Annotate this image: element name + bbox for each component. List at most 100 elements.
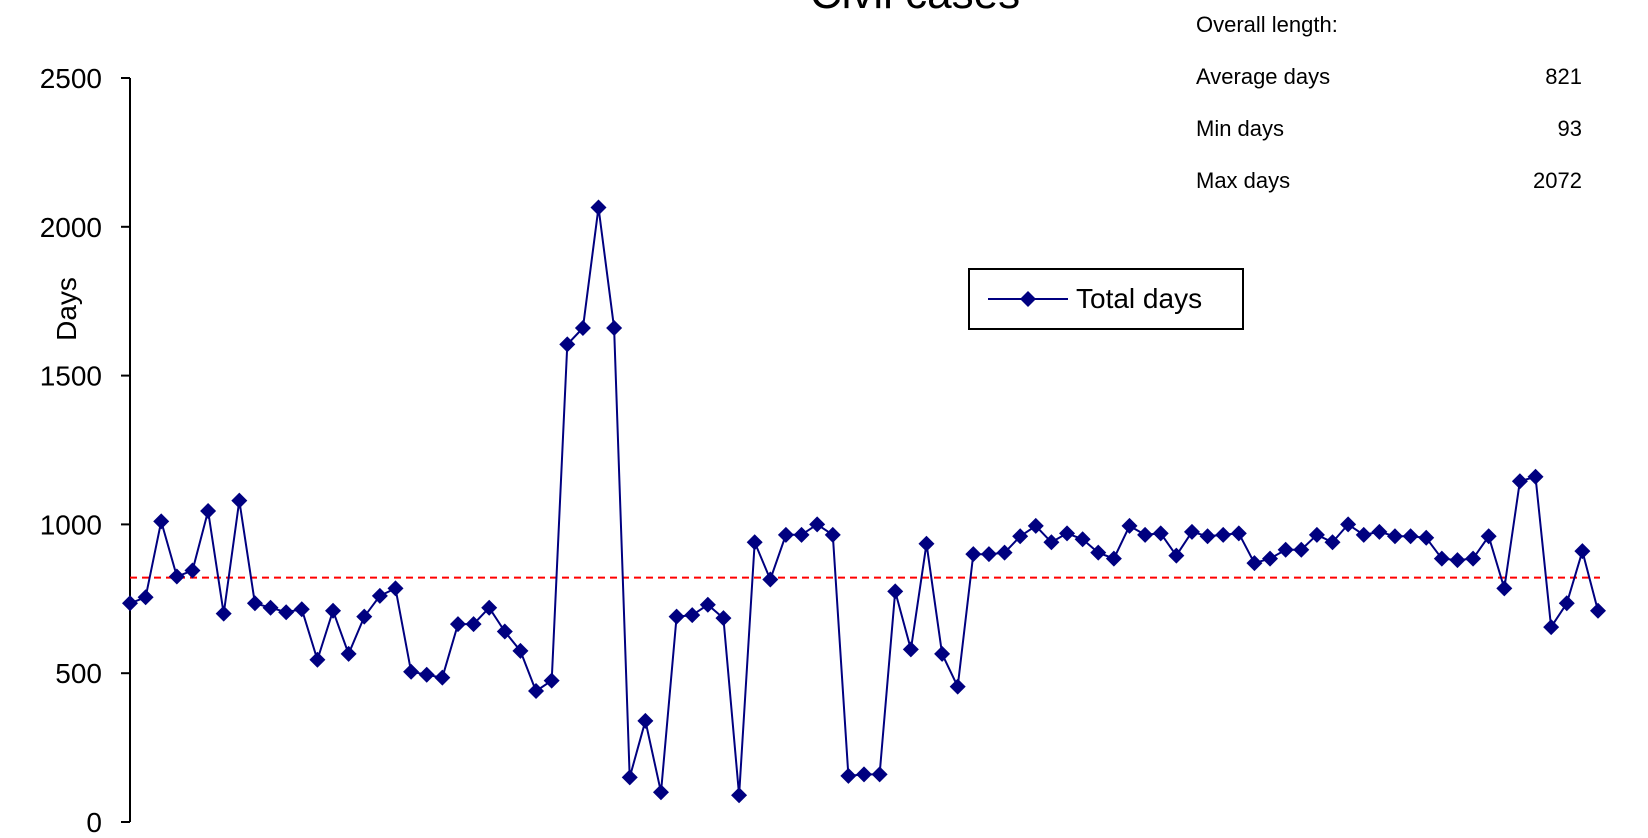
data-point-1: [137, 589, 154, 606]
legend: Total days: [968, 268, 1244, 330]
chart-title: Civil cases: [810, 0, 1020, 18]
data-point-75: [1293, 541, 1310, 558]
data-point-42: [777, 526, 794, 543]
data-point-47: [856, 766, 872, 783]
data-point-25: [512, 642, 529, 659]
data-point-5: [200, 503, 217, 520]
series-layer: [122, 199, 1606, 804]
data-point-84: [1433, 550, 1450, 567]
data-point-65: [1137, 526, 1154, 543]
data-point-69: [1199, 528, 1216, 545]
data-point-57: [1012, 528, 1029, 545]
data-point-3: [168, 568, 185, 585]
data-point-58: [1027, 517, 1044, 534]
data-point-64: [1121, 517, 1138, 534]
data-point-18: [403, 663, 420, 680]
y-tick-label-500: 500: [55, 658, 102, 689]
data-point-39: [731, 787, 748, 804]
data-point-61: [1074, 531, 1091, 548]
data-point-17: [387, 580, 404, 597]
y-axis: 0 500 1000 1500 2000 2500: [40, 63, 131, 838]
data-point-35: [668, 608, 685, 625]
data-point-45: [824, 526, 841, 543]
data-point-70: [1215, 526, 1232, 543]
data-point-77: [1324, 534, 1341, 551]
data-point-50: [902, 641, 919, 658]
data-point-40: [746, 534, 763, 551]
data-point-56: [996, 544, 1013, 561]
data-point-88: [1496, 580, 1513, 597]
data-point-52: [934, 645, 951, 662]
data-point-89: [1511, 473, 1528, 490]
y-tick-label-0: 0: [86, 807, 102, 838]
data-point-37: [699, 596, 716, 613]
data-point-48: [871, 766, 888, 783]
stats-label-average: Average days: [1196, 64, 1331, 89]
data-point-63: [1105, 550, 1122, 567]
data-point-82: [1402, 528, 1419, 545]
data-point-12: [309, 651, 326, 668]
y-tick-label-2500: 2500: [40, 63, 102, 94]
data-point-23: [481, 599, 498, 616]
data-point-32: [621, 769, 638, 786]
data-point-24: [496, 623, 513, 640]
y-tick-label-2000: 2000: [40, 212, 102, 243]
data-point-80: [1371, 523, 1388, 540]
data-point-94: [1590, 602, 1606, 619]
data-point-9: [262, 599, 279, 616]
data-point-54: [965, 546, 982, 563]
data-point-33: [637, 712, 654, 729]
data-point-13: [325, 602, 342, 619]
data-point-21: [449, 616, 466, 633]
stats-row-max: Max days 2072: [1196, 166, 1582, 196]
stats-value-min: 93: [1557, 116, 1582, 141]
stats-value-average: 821: [1545, 64, 1582, 89]
data-point-78: [1340, 516, 1357, 533]
data-point-43: [793, 526, 810, 543]
data-point-16: [371, 587, 388, 604]
data-point-15: [356, 608, 373, 625]
data-point-46: [840, 767, 857, 784]
data-point-62: [1090, 544, 1107, 561]
data-point-79: [1355, 526, 1372, 543]
data-point-44: [809, 516, 826, 533]
y-axis-label: Days: [51, 277, 82, 341]
data-point-36: [684, 607, 701, 624]
stats-row-average: Average days 821: [1196, 62, 1582, 92]
data-point-19: [418, 666, 435, 683]
data-point-90: [1527, 468, 1544, 485]
data-point-30: [590, 199, 607, 216]
stats-label-min: Min days: [1196, 116, 1285, 141]
data-point-67: [1168, 547, 1185, 564]
data-point-55: [980, 546, 997, 563]
data-point-10: [278, 604, 295, 621]
data-point-59: [1043, 534, 1060, 551]
data-point-29: [574, 319, 591, 336]
data-point-2: [153, 513, 170, 530]
data-point-68: [1183, 523, 1200, 540]
data-point-7: [231, 492, 248, 509]
data-point-38: [715, 610, 732, 627]
data-point-49: [887, 583, 904, 600]
data-point-83: [1418, 529, 1435, 546]
data-point-87: [1480, 528, 1497, 545]
data-point-71: [1230, 525, 1247, 542]
data-point-81: [1386, 528, 1403, 545]
data-point-20: [434, 669, 451, 686]
stats-panel: Overall length: Average days 821 Min day…: [1196, 10, 1582, 218]
stats-header: Overall length:: [1196, 12, 1338, 37]
data-point-28: [559, 336, 576, 353]
data-point-22: [465, 616, 482, 633]
data-point-31: [606, 319, 623, 336]
data-point-91: [1543, 619, 1560, 636]
data-point-34: [652, 784, 669, 801]
data-point-14: [340, 645, 357, 662]
data-point-92: [1558, 595, 1575, 612]
data-point-72: [1246, 555, 1263, 572]
y-tick-label-1000: 1000: [40, 509, 102, 540]
data-point-74: [1277, 541, 1294, 558]
data-point-85: [1449, 552, 1466, 569]
data-point-53: [949, 678, 966, 695]
data-point-93: [1574, 543, 1591, 560]
data-point-60: [1059, 525, 1076, 542]
